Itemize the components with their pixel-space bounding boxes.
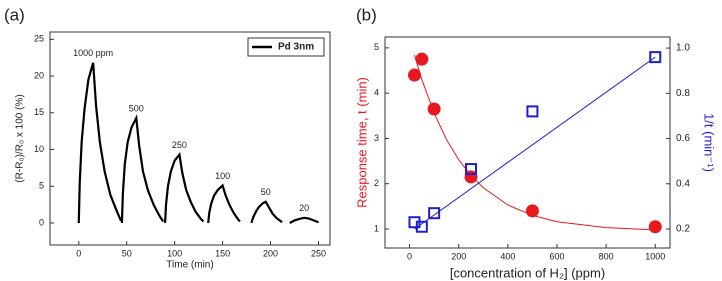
x-tick-label: 100	[167, 248, 182, 258]
data-line	[77, 62, 319, 224]
x-tick-label: 800	[599, 251, 614, 261]
y-tick-label: 3	[374, 133, 379, 143]
annotation: 50	[261, 187, 271, 197]
panel-label: (b)	[356, 5, 377, 24]
y-tick-label: 5	[374, 42, 379, 52]
x-tick-label: 200	[451, 251, 466, 261]
fit-line	[414, 56, 656, 230]
annotation: 100	[215, 171, 230, 181]
point	[526, 105, 539, 118]
y-tick-label: 5	[39, 181, 44, 191]
annotation: 1000 ppm	[73, 48, 113, 58]
fit-line	[414, 54, 656, 231]
x-tick-label: 1000	[645, 251, 665, 261]
y2-axis-label: 1/t (min⁻¹)	[702, 113, 717, 172]
x-axis-label: [concentration of H₂] (ppm)	[450, 265, 605, 280]
y-tick-label: 4	[374, 88, 379, 98]
plot-frame	[49, 31, 331, 246]
legend-box	[247, 37, 325, 57]
x-tick-label: 600	[549, 251, 564, 261]
annotation: 250	[172, 140, 187, 150]
point	[649, 51, 662, 64]
y-axis-label: Response time, t (min)	[354, 77, 369, 208]
y-tick-label: 20	[34, 70, 44, 80]
plot-frame	[384, 36, 671, 249]
point	[407, 68, 421, 82]
legend-label: Pd 3nm	[278, 42, 314, 53]
y2-tick-label: 0.4	[676, 178, 690, 189]
annotation: 20	[299, 203, 309, 213]
x-tick-label: 50	[122, 248, 132, 258]
y-tick-label: 25	[34, 34, 44, 44]
point	[464, 163, 477, 176]
y-tick-label: 2	[374, 178, 379, 188]
y-tick-label: 1	[374, 223, 379, 233]
y2-tick-label: 0.2	[676, 224, 690, 235]
x-tick-label: 0	[76, 248, 81, 258]
point	[427, 102, 441, 116]
annotation: 500	[129, 103, 144, 113]
x-axis-label: Time (min)	[166, 260, 213, 271]
x-tick-label: 400	[500, 251, 515, 261]
x-tick-label: 150	[215, 248, 230, 258]
y-tick-label: 10	[34, 144, 44, 154]
x-tick-label: 0	[407, 251, 412, 261]
y-tick-label: 15	[34, 107, 44, 117]
y2-tick-label: 1.0	[676, 43, 690, 54]
x-tick-label: 250	[311, 248, 326, 258]
point	[428, 207, 441, 220]
panel-label: (a)	[4, 5, 25, 24]
y2-tick-label: 0.6	[676, 133, 690, 144]
y2-tick-label: 0.8	[676, 88, 690, 99]
x-tick-label: 200	[263, 248, 278, 258]
y-tick-label: 0	[39, 217, 44, 227]
y-axis-label: (R-R₀)/R₀ x 100 (%)	[15, 94, 26, 182]
point	[415, 52, 429, 66]
point	[648, 220, 662, 234]
